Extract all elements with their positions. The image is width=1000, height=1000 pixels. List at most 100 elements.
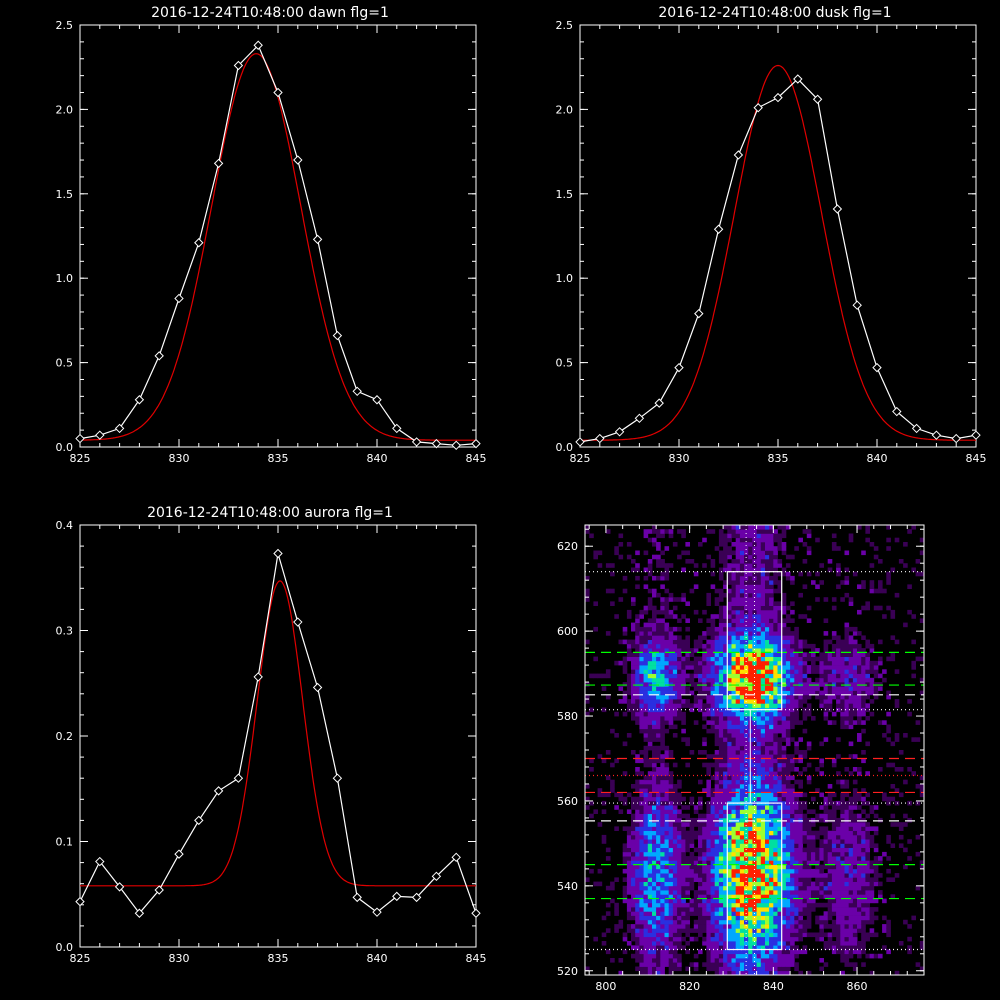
heatmap-cell <box>710 890 716 895</box>
heatmap-cell <box>756 873 762 878</box>
heatmap-cell <box>735 601 741 606</box>
heatmap-cell <box>785 665 791 670</box>
heatmap-cell <box>635 877 640 882</box>
heatmap-cell <box>769 575 774 581</box>
heatmap-cell <box>727 851 732 857</box>
heatmap-cell <box>723 711 728 717</box>
heatmap-cell <box>706 601 711 606</box>
heatmap-cell <box>739 907 745 912</box>
heatmap-cell <box>848 894 854 899</box>
heatmap-cell <box>819 690 824 696</box>
heatmap-cell <box>723 788 728 793</box>
heatmap-cell <box>647 928 653 933</box>
heatmap-cell <box>752 677 757 683</box>
heatmap-cell <box>844 767 850 772</box>
heatmap-cell <box>723 682 728 687</box>
heatmap-cell <box>769 894 774 899</box>
heatmap-cell <box>631 559 636 564</box>
heatmap-cell <box>739 584 745 589</box>
heatmap-cell <box>744 919 749 925</box>
heatmap-cell <box>848 898 854 904</box>
heatmap-cell <box>852 877 858 882</box>
heatmap-cell <box>760 949 766 955</box>
heatmap-cell <box>643 733 649 738</box>
heatmap-cell <box>815 856 820 861</box>
heatmap-cell <box>760 805 766 810</box>
heatmap-cell <box>819 580 824 585</box>
heatmap-cell <box>744 673 749 679</box>
heatmap-cell <box>811 868 816 874</box>
heatmap-cell <box>718 542 724 547</box>
heatmap-cell <box>677 597 682 602</box>
heatmap-cell <box>672 690 678 696</box>
heatmap-cell <box>635 796 640 802</box>
heatmap-cell <box>731 741 737 747</box>
heatmap-cell <box>773 660 778 666</box>
heatmap-cell <box>831 885 837 891</box>
heatmap-cell <box>652 537 657 543</box>
heatmap-cell <box>769 775 774 781</box>
heatmap-cell <box>723 898 728 904</box>
heatmap-cell <box>660 741 665 747</box>
heatmap-cell <box>739 563 745 568</box>
heatmap-cell <box>819 843 824 848</box>
heatmap-cell <box>773 762 778 768</box>
heatmap-cell <box>781 932 787 938</box>
heatmap-cell <box>765 907 770 912</box>
heatmap-cell <box>769 682 774 687</box>
heatmap-cell <box>647 932 653 938</box>
heatmap-cell <box>760 830 766 836</box>
heatmap-cell <box>781 928 787 933</box>
heatmap-cell <box>773 533 778 539</box>
heatmap-cell <box>681 805 686 810</box>
heatmap-cell <box>660 792 665 798</box>
heatmap-cell <box>677 860 682 865</box>
heatmap-cell <box>652 639 657 645</box>
heatmap-cell <box>739 529 745 534</box>
heatmap-cell <box>781 639 787 645</box>
heatmap-cell <box>677 648 682 653</box>
heatmap-cell <box>785 919 791 925</box>
heatmap-cell <box>844 958 850 963</box>
heatmap-cell <box>848 741 854 747</box>
heatmap-cell <box>664 928 670 933</box>
heatmap-cell <box>689 796 695 802</box>
heatmap-cell <box>731 559 737 564</box>
heatmap-cell <box>739 941 745 946</box>
heatmap-cell <box>815 669 820 674</box>
aurora-spectrum-panel: 2016-12-24T10:48:00 aurora flg=1 825 830 8… <box>56 505 487 965</box>
heatmap-cell <box>664 614 670 619</box>
heatmap-cell <box>806 877 812 882</box>
heatmap-cell <box>643 890 649 895</box>
heatmap-cell <box>739 580 745 585</box>
heatmap-cell <box>785 626 791 632</box>
heatmap-cell <box>739 839 745 844</box>
heatmap-cell <box>760 584 766 589</box>
heatmap-cell <box>660 529 665 534</box>
heatmap-cell <box>731 784 737 789</box>
heatmap-cell <box>844 622 850 628</box>
heatmap-cell <box>857 733 862 738</box>
heatmap-cell <box>777 563 783 568</box>
heatmap-cell <box>626 690 632 696</box>
heatmap-cell <box>685 847 690 853</box>
heatmap-cell <box>652 949 657 955</box>
heatmap-cell <box>744 796 749 802</box>
heatmap-cell <box>777 834 783 840</box>
heatmap-cell <box>672 834 678 840</box>
heatmap-cell <box>785 707 791 713</box>
heatmap-cell <box>781 592 787 598</box>
heatmap-cell <box>660 699 665 704</box>
heatmap-cell <box>790 707 795 713</box>
heatmap-cell <box>647 707 653 713</box>
heatmap-cell <box>647 733 653 738</box>
heatmap-cell <box>693 682 699 687</box>
heatmap-cell <box>802 881 808 887</box>
heatmap-cell <box>739 779 745 785</box>
heatmap-cell <box>861 962 866 967</box>
heatmap-cell <box>618 660 624 666</box>
heatmap-cell <box>735 554 741 560</box>
heatmap-cell <box>639 928 644 933</box>
heatmap-cell <box>769 826 774 831</box>
heatmap-cell <box>710 631 716 636</box>
